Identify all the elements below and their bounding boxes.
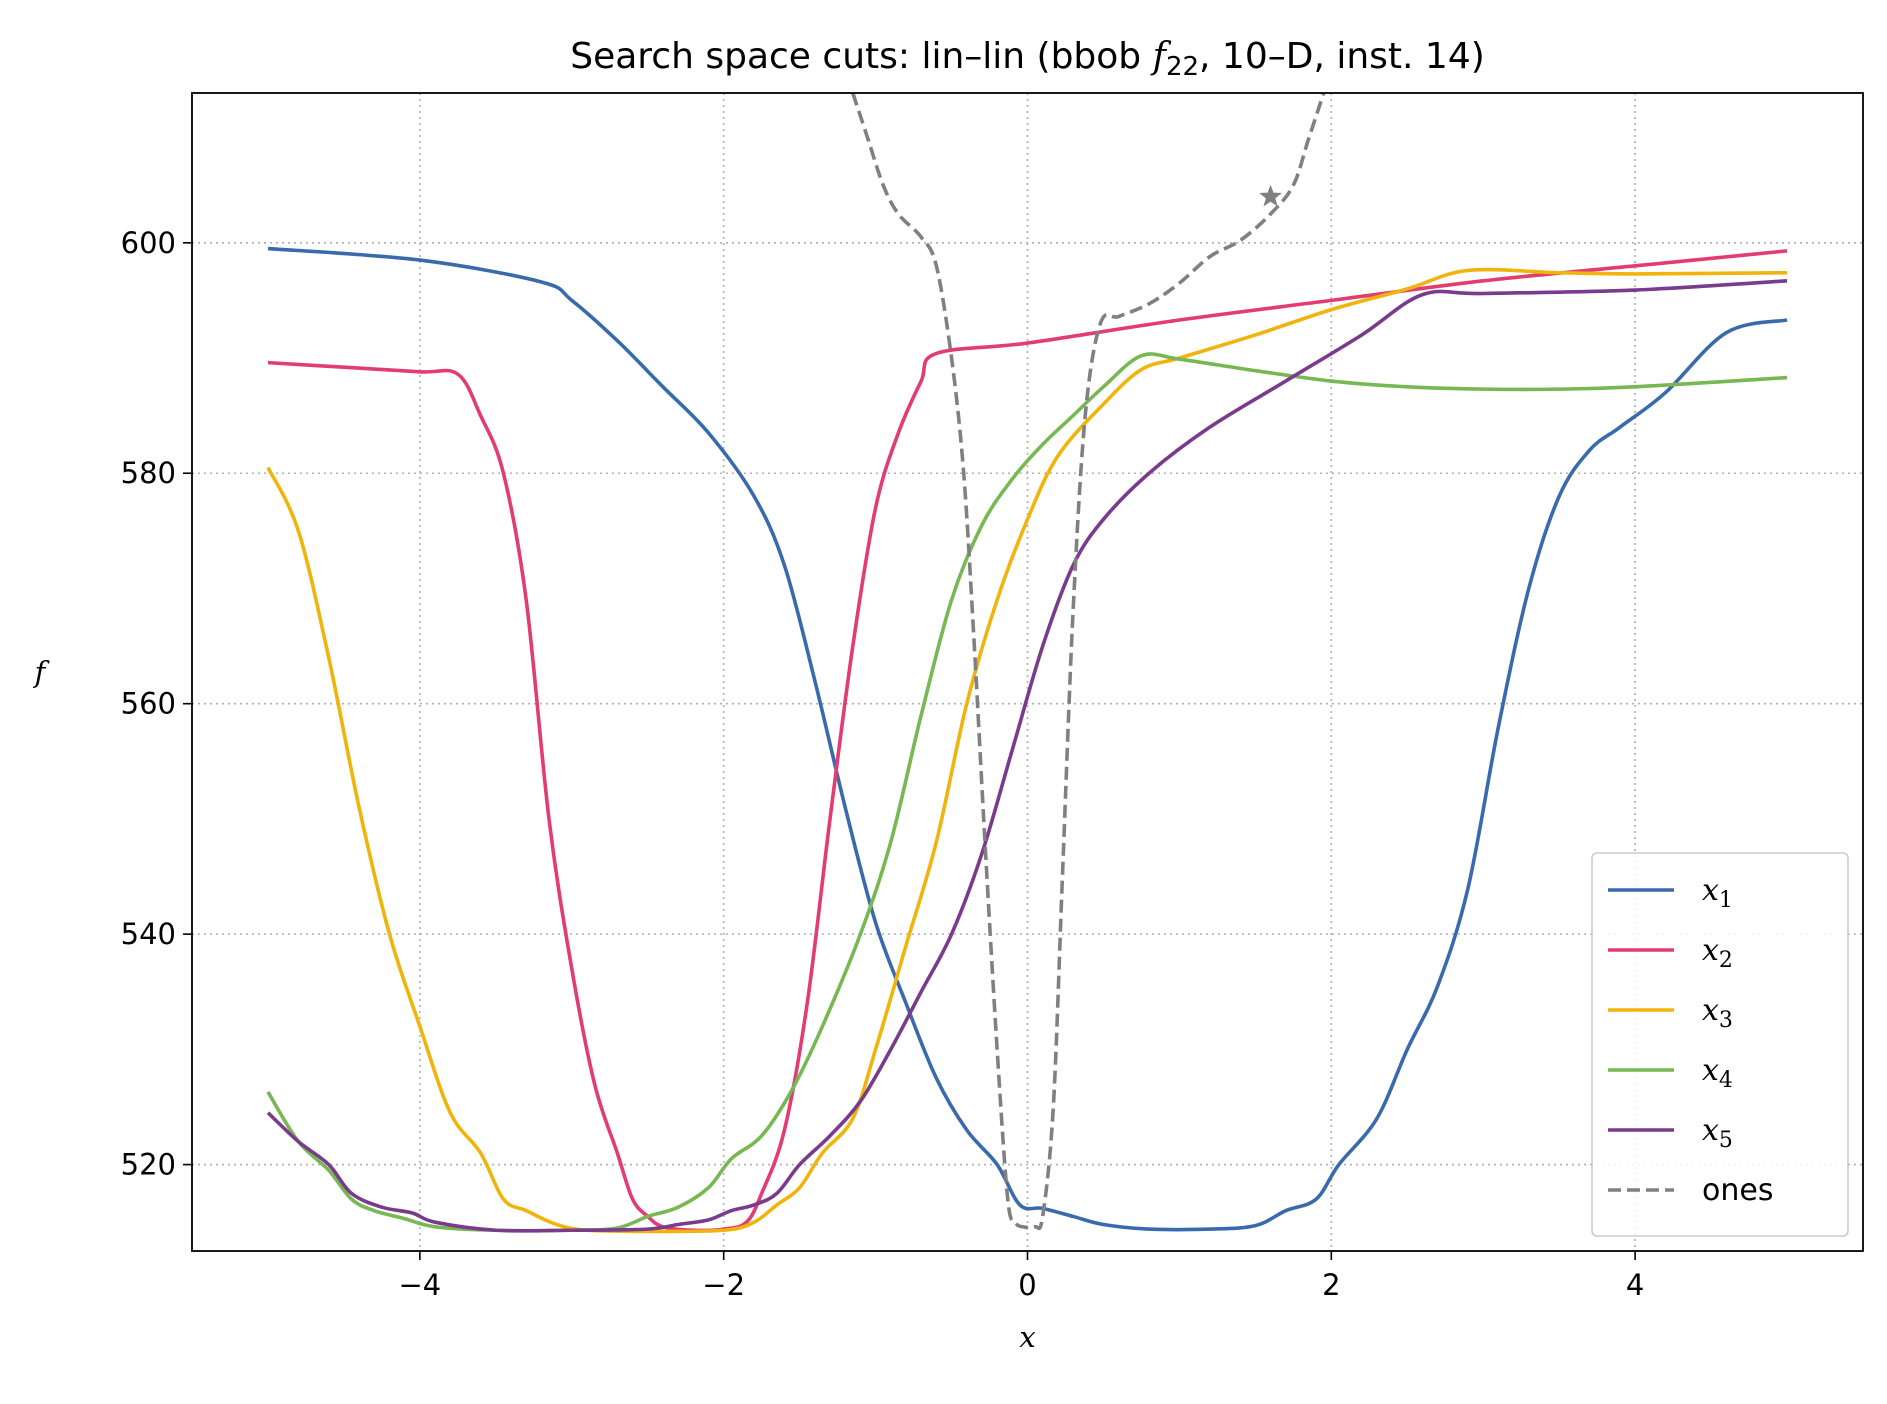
y-tick-label: 560 bbox=[121, 687, 176, 721]
marker-star-ones bbox=[1259, 184, 1282, 207]
chart-title-prefix: Search space cuts: lin–lin (bbob bbox=[570, 36, 1152, 77]
x-tick-label: 0 bbox=[1018, 1268, 1036, 1302]
x-axis-ticks: −4 −2 0 2 4 bbox=[398, 1251, 1644, 1302]
legend-label-x3: x3 bbox=[1702, 993, 1733, 1033]
legend-label-x1: x1 bbox=[1702, 873, 1733, 913]
chart-title: Search space cuts: lin–lin (bbob f22, 10… bbox=[570, 36, 1485, 82]
series-line-x2 bbox=[267, 249, 1788, 1233]
x-tick-label: −2 bbox=[702, 1268, 745, 1302]
series-line-x4 bbox=[266, 352, 1788, 1233]
series-line-ones bbox=[851, 93, 1326, 1231]
x-tick-label: −4 bbox=[398, 1268, 441, 1302]
chart-title-suffix: , 10–D, inst. 14) bbox=[1199, 36, 1485, 77]
series-line-x1 bbox=[267, 246, 1788, 1232]
legend-label-ones: ones bbox=[1702, 1173, 1773, 1208]
series-line-x5 bbox=[266, 279, 1788, 1233]
y-tick-label: 580 bbox=[121, 456, 176, 490]
x-tick-label: 2 bbox=[1322, 1268, 1340, 1302]
y-tick-label: 600 bbox=[121, 226, 176, 260]
x-axis-label: x bbox=[1019, 1320, 1035, 1354]
legend-label-x4: x4 bbox=[1702, 1053, 1733, 1093]
legend: x1 x2 x3 x4 x5 ones bbox=[1591, 852, 1849, 1237]
series-line-x3 bbox=[266, 267, 1788, 1234]
legend-label-x2: x2 bbox=[1702, 933, 1733, 973]
legend-label-x5: x5 bbox=[1702, 1113, 1733, 1153]
y-tick-label: 540 bbox=[121, 917, 176, 951]
series-layer bbox=[266, 93, 1788, 1234]
y-tick-label: 520 bbox=[121, 1148, 176, 1182]
chart-title-func-subscript: 22 bbox=[1166, 52, 1199, 82]
y-axis-ticks: 520 540 560 580 600 bbox=[121, 226, 192, 1182]
x-tick-label: 4 bbox=[1626, 1268, 1644, 1302]
grid bbox=[192, 93, 1863, 1251]
